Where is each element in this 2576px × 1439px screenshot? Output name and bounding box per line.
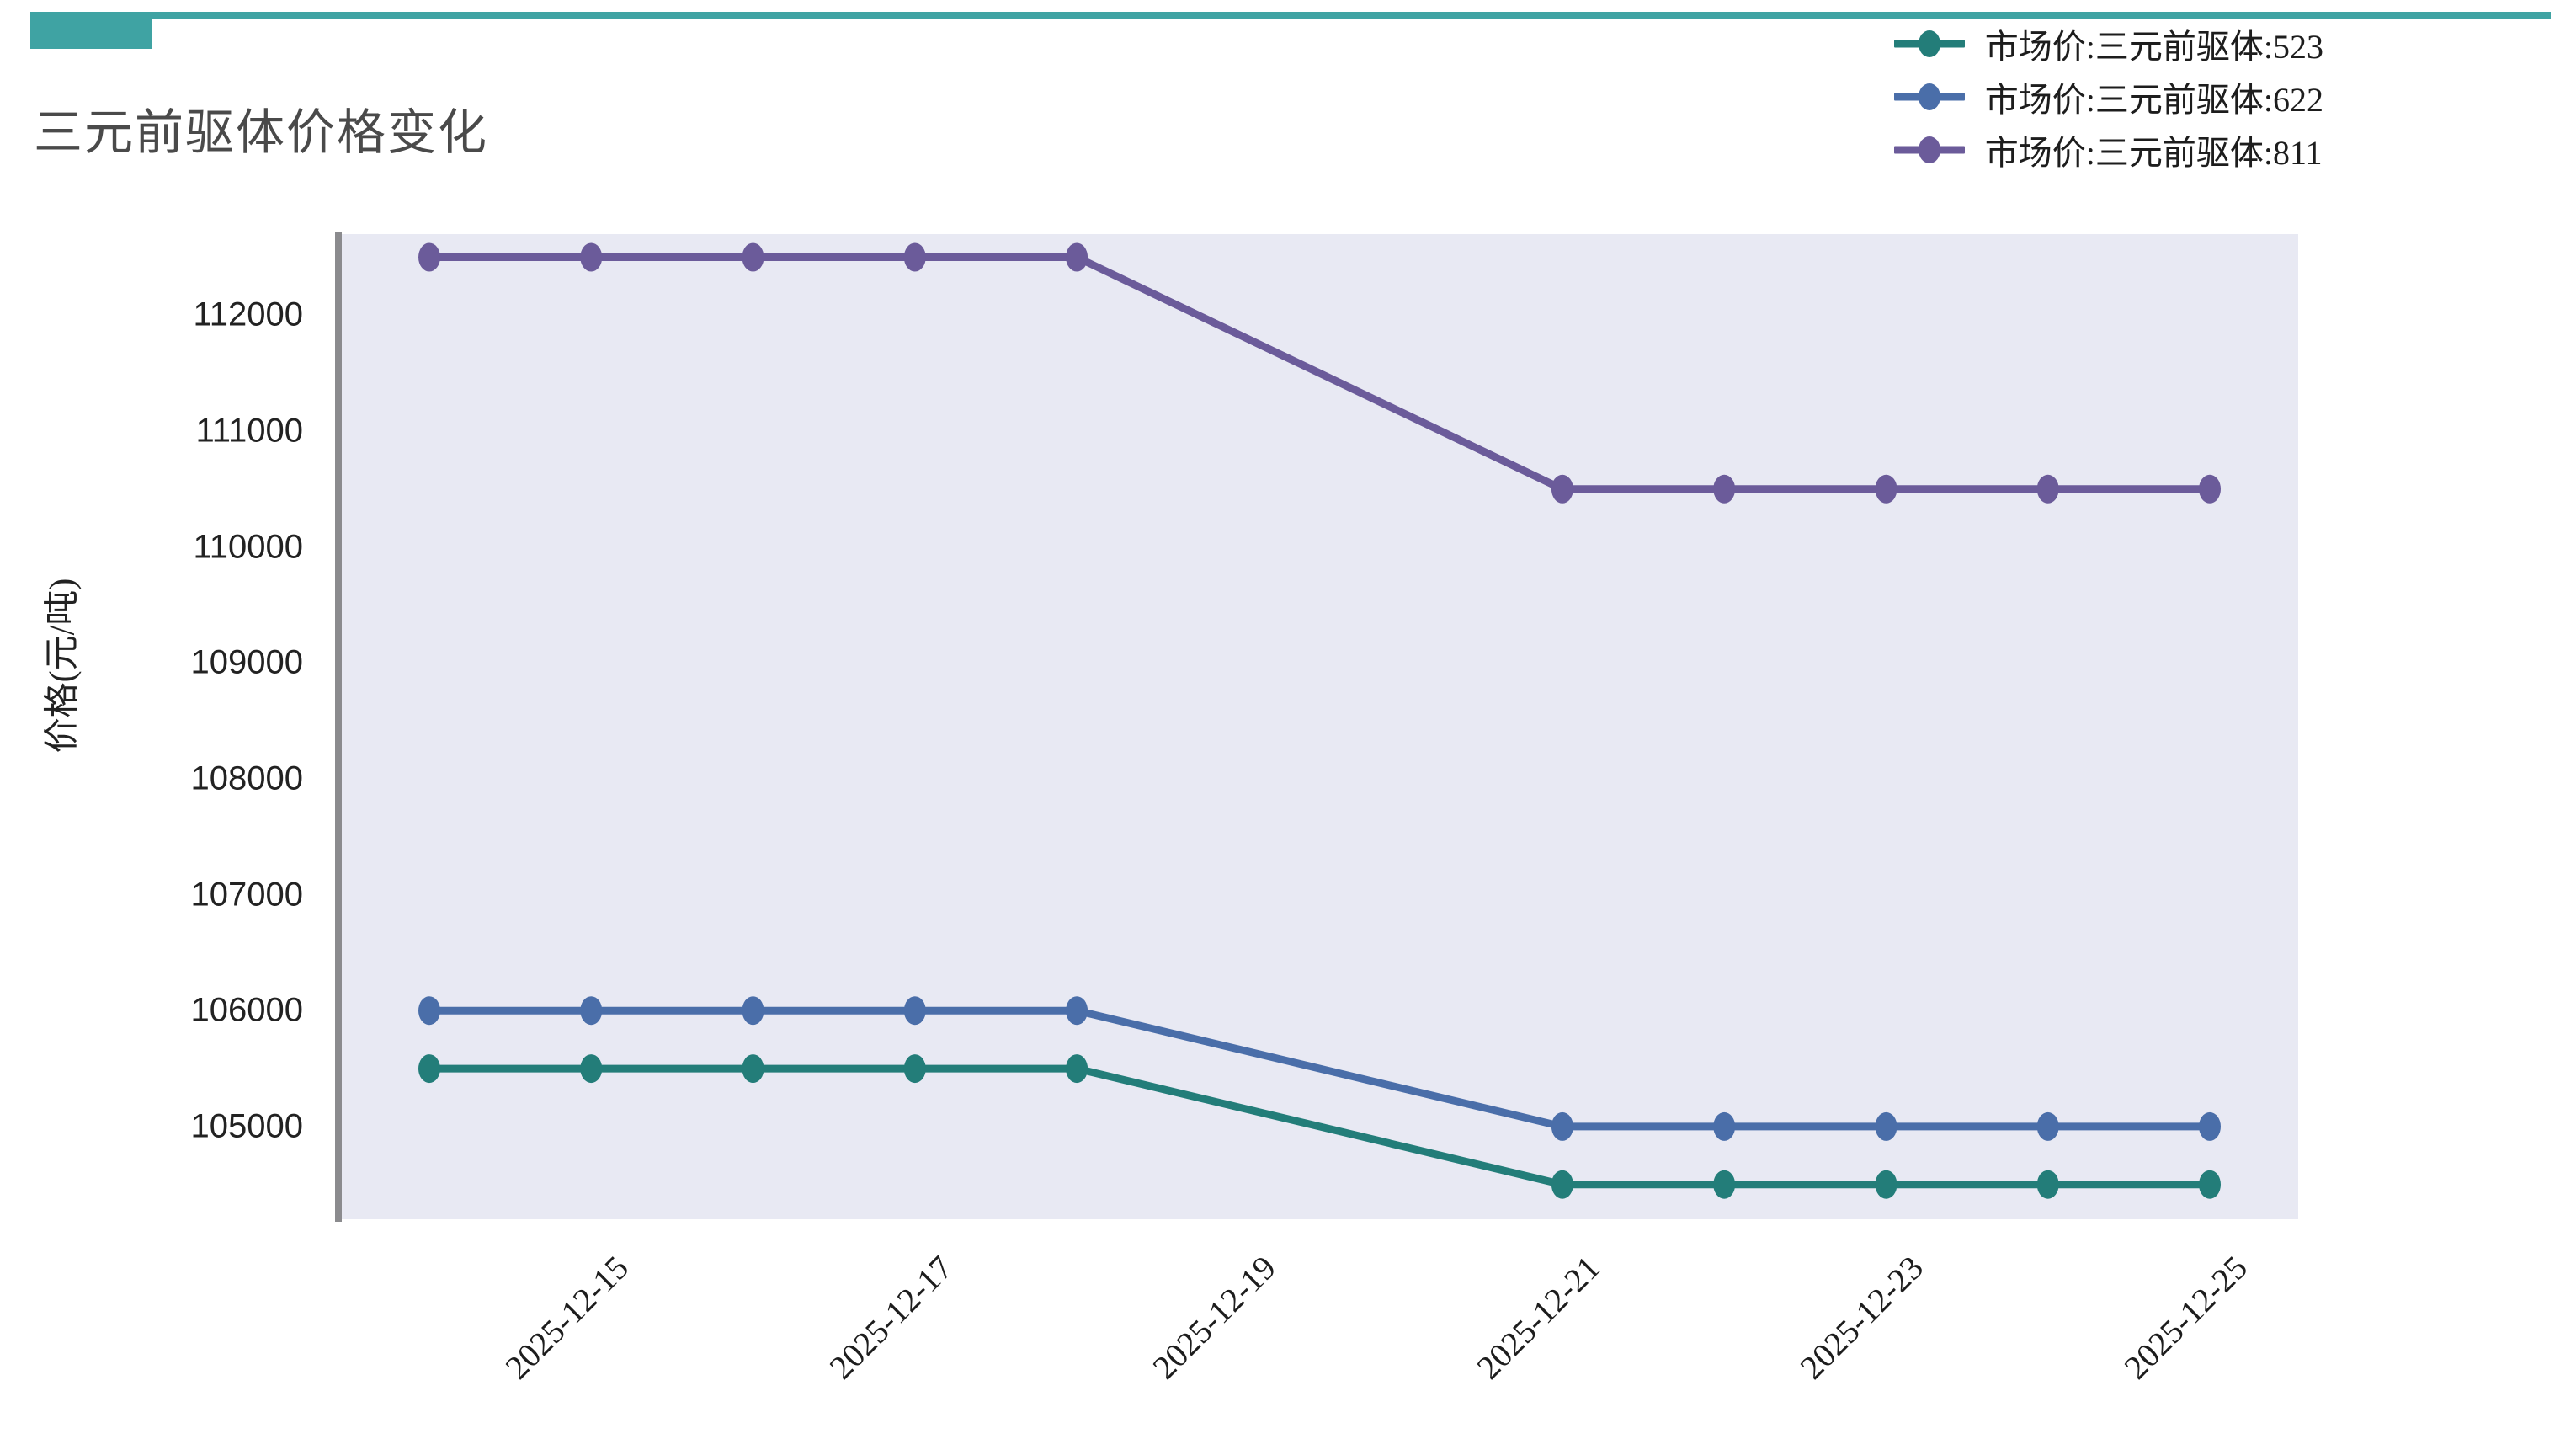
legend-item-label: 市场价:三元前驱体:811 [1984, 133, 2323, 172]
y-axis-spine [335, 232, 342, 1222]
y-axis-tick-label: 108000 [190, 759, 303, 797]
y-axis-tick-label: 112000 [193, 296, 303, 333]
x-axis-tick-label: 2025-12-17 [821, 1248, 960, 1387]
page-title: 三元前驱体价格变化 [34, 105, 489, 160]
y-axis-tick-label: 109000 [190, 643, 303, 681]
y-axis-tick-label: 106000 [190, 991, 303, 1029]
chart-legend: 市场价:三元前驱体:523 市场价:三元前驱体:622 市场价:三元前驱体:811 [1893, 17, 2323, 176]
legend-marker-icon [1893, 83, 1965, 110]
x-axis-tick-label: 2025-12-21 [1468, 1248, 1607, 1387]
legend-marker-icon [1893, 136, 1965, 163]
y-axis-title: 价格(元/吨) [43, 578, 82, 754]
legend-item[interactable]: 市场价:三元前驱体:523 [1893, 17, 2323, 70]
top-accent-block [30, 12, 152, 49]
x-axis-tick-label: 2025-12-25 [2116, 1248, 2254, 1387]
plot-background [341, 234, 2298, 1219]
y-axis-tick-label: 105000 [190, 1107, 303, 1145]
legend-item-label: 市场价:三元前驱体:622 [1984, 80, 2323, 119]
legend-item[interactable]: 市场价:三元前驱体:811 [1893, 123, 2323, 176]
legend-item[interactable]: 市场价:三元前驱体:622 [1893, 70, 2323, 123]
x-axis-tick-label: 2025-12-19 [1145, 1248, 1284, 1387]
top-accent-bar [30, 12, 2551, 19]
y-axis-tick-label: 110000 [193, 528, 303, 566]
legend-marker-icon [1893, 29, 1965, 57]
y-axis-tick-label: 107000 [190, 876, 303, 914]
y-axis-tick-label: 111000 [195, 412, 303, 450]
x-axis-tick-label: 2025-12-23 [1792, 1248, 1931, 1387]
legend-item-label: 市场价:三元前驱体:523 [1984, 27, 2323, 66]
x-axis-tick-label: 2025-12-15 [498, 1248, 636, 1387]
